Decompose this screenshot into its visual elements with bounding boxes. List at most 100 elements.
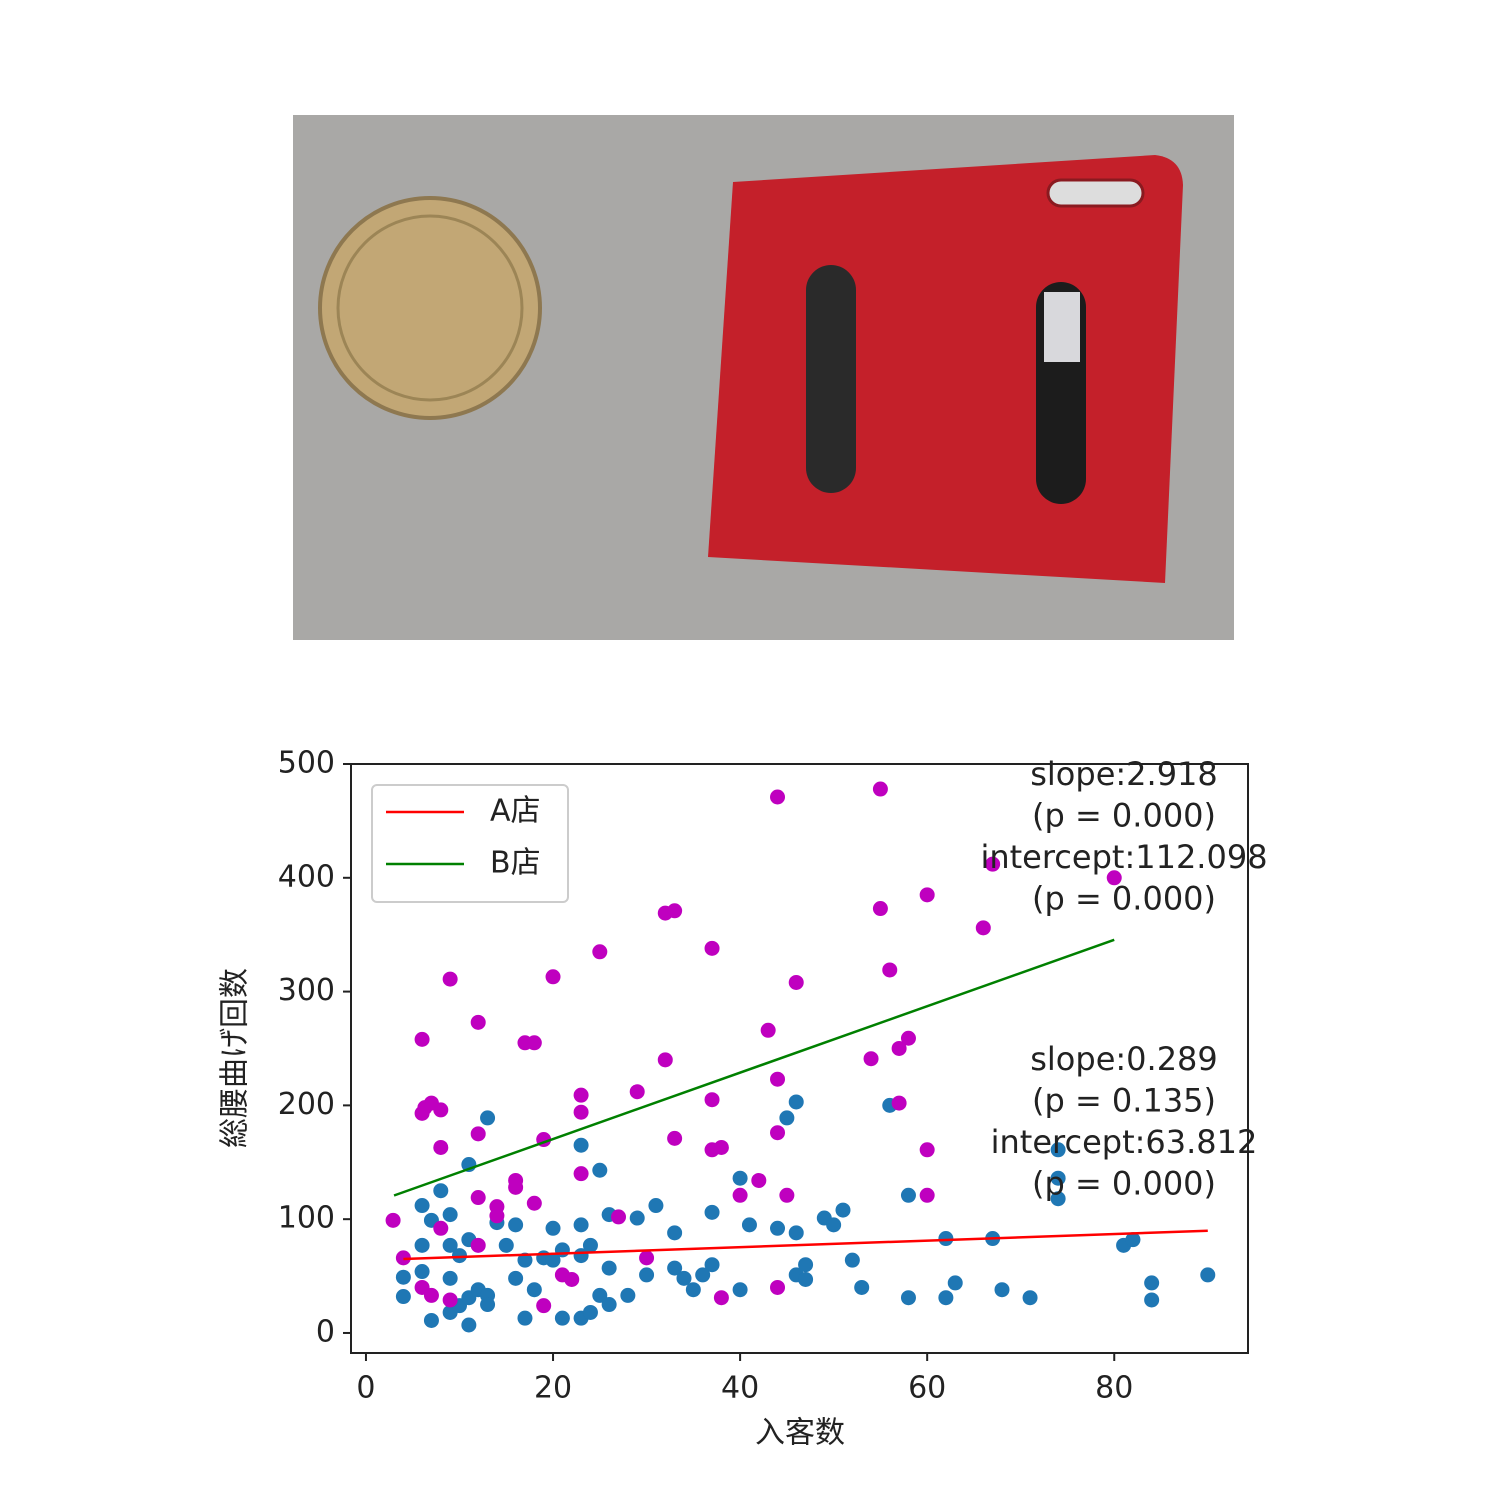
scatter-point <box>582 1237 598 1253</box>
scatter-point <box>554 1242 570 1258</box>
scatter-point <box>639 1267 655 1283</box>
y-tick-label: 100 <box>278 1201 335 1236</box>
scatter-point <box>573 1137 589 1153</box>
scatter-point <box>667 903 683 919</box>
scatter-point <box>863 1051 879 1067</box>
y-tick-label: 0 <box>316 1314 335 1349</box>
scatter-point <box>826 1217 842 1233</box>
scatter-point <box>751 1172 767 1188</box>
scatter-point <box>891 1040 907 1056</box>
coin-rim <box>336 214 524 402</box>
annotation: (p = 0.135) <box>1032 1082 1216 1120</box>
scatter-point <box>648 1198 664 1214</box>
legend-label: A店 <box>490 794 541 829</box>
scatter-point <box>592 1287 608 1303</box>
scatter-point <box>938 1290 954 1306</box>
scatter-point <box>395 1269 411 1285</box>
scatter-point <box>554 1310 570 1326</box>
photo <box>293 115 1234 640</box>
scatter-point <box>592 944 608 960</box>
scatter-point <box>695 1267 711 1283</box>
annotation: (p = 0.000) <box>1032 1165 1216 1203</box>
scatter-point <box>433 1102 449 1118</box>
scatter-point <box>470 1014 486 1030</box>
annotation: (p = 0.000) <box>1032 797 1216 835</box>
scatter-point <box>573 1087 589 1103</box>
scatter-point <box>629 1084 645 1100</box>
scatter-point <box>900 1187 916 1203</box>
scatter-point <box>900 1290 916 1306</box>
scatter-point <box>442 1237 458 1253</box>
scatter-point <box>433 1139 449 1155</box>
scatter-point <box>732 1282 748 1298</box>
sensor-grille <box>806 265 856 493</box>
scatter-point <box>414 1198 430 1214</box>
x-axis-label: 入客数 <box>755 1416 845 1451</box>
scatter-point <box>770 1220 786 1236</box>
device <box>708 155 1183 583</box>
scatter-point <box>788 1094 804 1110</box>
scatter-point <box>526 1195 542 1211</box>
scatter-point <box>526 1035 542 1051</box>
scatter-point <box>545 1252 561 1268</box>
scatter-point <box>573 1166 589 1182</box>
scatter-point <box>770 1125 786 1141</box>
scatter-point <box>760 1022 776 1038</box>
scatter-point <box>414 1031 430 1047</box>
scatter-point <box>470 1126 486 1142</box>
scatter-point <box>938 1231 954 1247</box>
scatter-point <box>433 1183 449 1199</box>
scatter-point <box>854 1279 870 1295</box>
scatter-point <box>498 1237 514 1253</box>
x-tick-label: 40 <box>721 1371 759 1406</box>
scatter-point <box>573 1104 589 1120</box>
scatter-point <box>770 789 786 805</box>
scatter-point <box>985 856 1001 872</box>
coin <box>318 196 542 420</box>
scatter-point <box>461 1317 477 1333</box>
scatter-point <box>508 1179 524 1195</box>
scatter-point <box>919 1142 935 1158</box>
scatter-point <box>423 1312 439 1328</box>
scatter-point <box>919 1187 935 1203</box>
scatter-point <box>704 1204 720 1220</box>
scatter-point <box>667 1260 683 1276</box>
x-tick-label: 0 <box>356 1371 375 1406</box>
scatter-point <box>582 1304 598 1320</box>
device-hole <box>1046 178 1145 208</box>
scatter-point <box>1050 1191 1066 1207</box>
scatter-point <box>611 1209 627 1225</box>
y-tick-label: 500 <box>278 746 335 781</box>
scatter-point <box>442 1292 458 1308</box>
scatter-point <box>1144 1292 1160 1308</box>
scatter-point <box>489 1208 505 1224</box>
scatter-point <box>592 1162 608 1178</box>
scatter-point <box>480 1110 496 1126</box>
scatter-point <box>872 781 888 797</box>
scatter-point <box>442 1207 458 1223</box>
scatter-point <box>1144 1275 1160 1291</box>
scatter-point <box>629 1210 645 1226</box>
scatter-point <box>423 1287 439 1303</box>
scatter-point <box>601 1260 617 1276</box>
scatter-point <box>667 1225 683 1241</box>
regression-line <box>393 938 1115 1197</box>
scatter-point <box>835 1202 851 1218</box>
regression-line <box>403 1229 1208 1261</box>
x-tick-label: 60 <box>908 1371 946 1406</box>
scatter-point <box>517 1252 533 1268</box>
scatter-point <box>891 1095 907 1111</box>
scatter-point <box>872 901 888 917</box>
scatter-point <box>508 1217 524 1233</box>
scatter-point <box>779 1110 795 1126</box>
scatter-point <box>713 1290 729 1306</box>
y-tick-label: 300 <box>278 973 335 1008</box>
scatter-point <box>657 1052 673 1068</box>
scatter-point <box>732 1170 748 1186</box>
scatter-point <box>1125 1232 1141 1248</box>
scatter-point <box>900 1030 916 1046</box>
legend-box <box>371 784 569 903</box>
scatter-point <box>1200 1267 1216 1283</box>
scatter-point <box>704 1257 720 1273</box>
scatter-point <box>779 1187 795 1203</box>
